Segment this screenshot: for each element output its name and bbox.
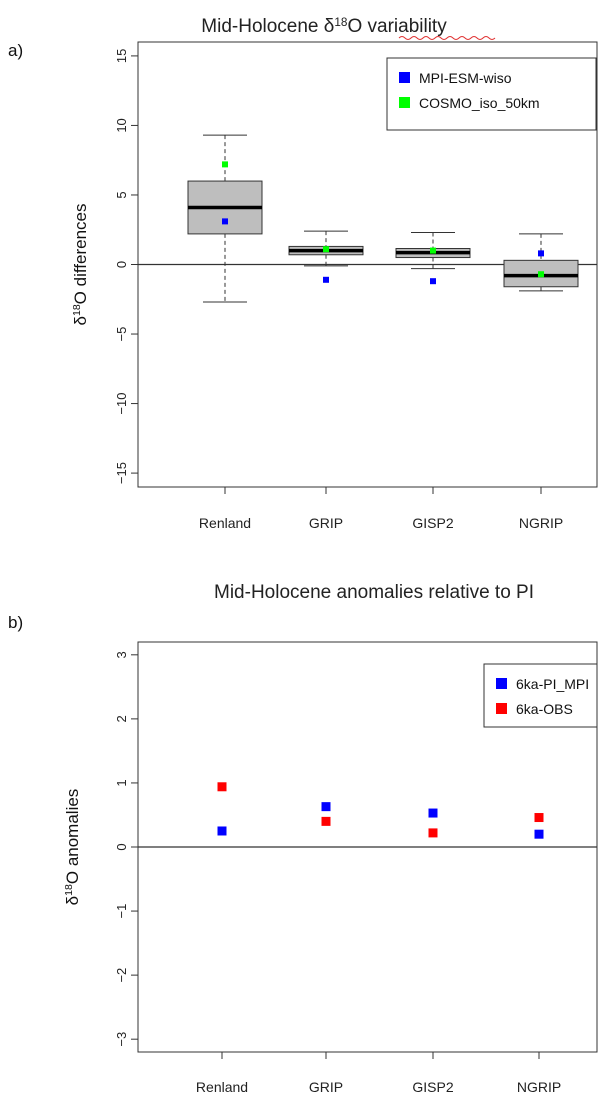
data-point bbox=[323, 276, 329, 283]
legend-entry: COSMO_iso_50km bbox=[419, 95, 540, 111]
panel-b: b) Mid-Holocene anomalies relative to PI −… bbox=[8, 582, 598, 1095]
legend: MPI-ESM-wiso COSMO_iso_50km bbox=[386, 57, 597, 131]
panel-label: a) bbox=[8, 41, 23, 60]
x-tick-label: GRIP bbox=[309, 515, 343, 531]
y-axis-label: δ18O anomalies bbox=[63, 789, 82, 906]
x-tick-label: GISP2 bbox=[412, 515, 453, 531]
data-point bbox=[534, 813, 544, 823]
data-point bbox=[430, 278, 436, 285]
y-tick-label: −2 bbox=[114, 968, 129, 983]
legend-entry: MPI-ESM-wiso bbox=[419, 70, 512, 86]
data-point bbox=[217, 826, 227, 836]
chart-title: Mid-Holocene δ18O variability bbox=[201, 16, 447, 38]
legend: 6ka-PI_MPI 6ka-OBS bbox=[483, 663, 598, 728]
panel-a: a) Mid-Holocene δ18O variability −15 −10 −5 0… bbox=[8, 16, 598, 531]
data-point bbox=[534, 829, 544, 839]
legend-box bbox=[386, 57, 597, 131]
y-tick-label: 10 bbox=[114, 118, 129, 132]
y-tick-label: −1 bbox=[114, 904, 129, 919]
data-point bbox=[217, 782, 227, 792]
legend-swatch bbox=[399, 72, 410, 83]
y-tick-label: 1 bbox=[114, 779, 129, 786]
data-point bbox=[428, 828, 438, 838]
y-tick-label: 15 bbox=[114, 49, 129, 63]
y-tick-label: −10 bbox=[114, 393, 129, 415]
x-tick-label: Renland bbox=[199, 515, 251, 531]
data-point bbox=[428, 808, 438, 818]
data-point bbox=[430, 247, 436, 254]
panel-label: b) bbox=[8, 613, 23, 632]
data-point bbox=[538, 271, 544, 278]
y-tick-label: 3 bbox=[114, 651, 129, 658]
chart-title: Mid-Holocene anomalies relative to PI bbox=[214, 582, 534, 603]
y-tick-label: −5 bbox=[114, 327, 129, 342]
y-axis-label: δ18O differences bbox=[71, 204, 90, 326]
y-tick-label: −3 bbox=[114, 1032, 129, 1047]
x-tick-label: GRIP bbox=[309, 1079, 343, 1095]
spellcheck-underline bbox=[398, 36, 496, 40]
legend-box bbox=[483, 663, 598, 728]
data-point bbox=[538, 250, 544, 257]
y-tick-label: 0 bbox=[114, 843, 129, 850]
y-tick-label: −15 bbox=[114, 462, 129, 484]
legend-entry: 6ka-OBS bbox=[516, 701, 573, 717]
data-point bbox=[222, 218, 228, 225]
legend-entry: 6ka-PI_MPI bbox=[516, 676, 589, 692]
x-tick-label: GISP2 bbox=[412, 1079, 453, 1095]
legend-swatch bbox=[496, 678, 507, 689]
y-tick-label: 5 bbox=[114, 191, 129, 198]
data-point bbox=[321, 802, 331, 812]
y-tick-label: 2 bbox=[114, 715, 129, 722]
data-point bbox=[321, 816, 331, 826]
x-tick-label: NGRIP bbox=[517, 1079, 561, 1095]
data-point bbox=[222, 161, 228, 168]
data-point bbox=[323, 246, 329, 253]
legend-swatch bbox=[496, 703, 507, 714]
x-tick-label: Renland bbox=[196, 1079, 248, 1095]
x-tick-label: NGRIP bbox=[519, 515, 563, 531]
y-tick-label: 0 bbox=[114, 261, 129, 268]
legend-swatch bbox=[399, 97, 410, 108]
